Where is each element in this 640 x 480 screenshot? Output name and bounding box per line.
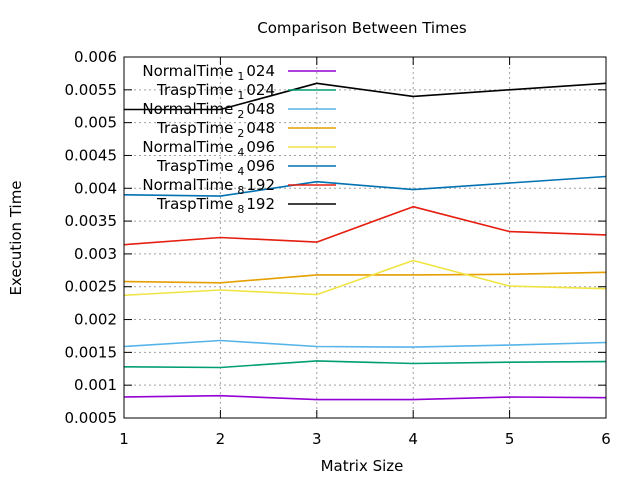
series-line-4 xyxy=(123,271,607,284)
y-tick-label: 0.0015 xyxy=(65,343,118,361)
series-line-1 xyxy=(123,394,607,401)
legend-entry: NormalTime 4 096 xyxy=(142,138,336,159)
chart-title: Comparison Between Times xyxy=(257,19,467,37)
plot-frame xyxy=(123,56,607,419)
y-axis-label: Execution Time xyxy=(7,180,25,295)
x-tick-label: 3 xyxy=(312,430,322,448)
legend-label: NormalTime 1 024 xyxy=(142,62,275,83)
x-tick-label: 1 xyxy=(119,430,129,448)
y-tick-label: 0.004 xyxy=(74,179,117,197)
x-tick-label: 2 xyxy=(216,430,226,448)
x-tick-label: 5 xyxy=(505,430,515,448)
legend-entry: NormalTime 2 048 xyxy=(142,100,336,121)
x-tick-label: 6 xyxy=(601,430,611,448)
grid xyxy=(124,57,606,418)
y-tick-label: 0.0005 xyxy=(65,409,118,427)
legend-label: NormalTime 2 048 xyxy=(142,100,275,121)
y-tick-label: 0.001 xyxy=(74,376,117,394)
legend-entry: TraspTime 1 024 xyxy=(156,81,336,102)
legend-label: TraspTime 4 096 xyxy=(156,157,275,178)
legend-entry: NormalTime 8 192 xyxy=(142,176,336,197)
series-line-3 xyxy=(123,339,607,348)
legend-label: TraspTime 2 048 xyxy=(156,119,275,140)
legend-label: NormalTime 8 192 xyxy=(142,176,275,197)
legend-entry: TraspTime 2 048 xyxy=(156,119,336,140)
legend-entry: TraspTime 4 096 xyxy=(156,157,336,178)
legend-entry: TraspTime 8 192 xyxy=(156,195,336,216)
legend-entry: NormalTime 1 024 xyxy=(142,62,336,83)
ticks: 0.0005 0.001 0.0015 0.002 0.0025 0.003 0.0035 0… xyxy=(65,48,611,448)
series-line-7 xyxy=(123,205,607,246)
series-line-6 xyxy=(123,175,607,197)
y-tick-label: 0.0035 xyxy=(65,212,118,230)
y-tick-label: 0.002 xyxy=(74,311,117,329)
y-tick-label: 0.005 xyxy=(74,114,117,132)
series-line-5 xyxy=(123,259,607,297)
y-tick-label: 0.0045 xyxy=(65,146,118,164)
legend-label: TraspTime 1 024 xyxy=(156,81,275,102)
y-tick-label: 0.0025 xyxy=(65,278,118,296)
series-line-2 xyxy=(123,360,607,369)
series-line-8 xyxy=(124,82,607,111)
series-lines xyxy=(123,82,607,401)
y-tick-label: 0.003 xyxy=(74,245,117,263)
x-axis-label: Matrix Size xyxy=(321,457,404,475)
x-tick-label: 4 xyxy=(408,430,418,448)
legend-label: TraspTime 8 192 xyxy=(156,195,275,216)
y-tick-label: 0.0055 xyxy=(65,81,118,99)
y-tick-label: 0.006 xyxy=(74,48,117,66)
legend-label: NormalTime 4 096 xyxy=(142,138,275,159)
